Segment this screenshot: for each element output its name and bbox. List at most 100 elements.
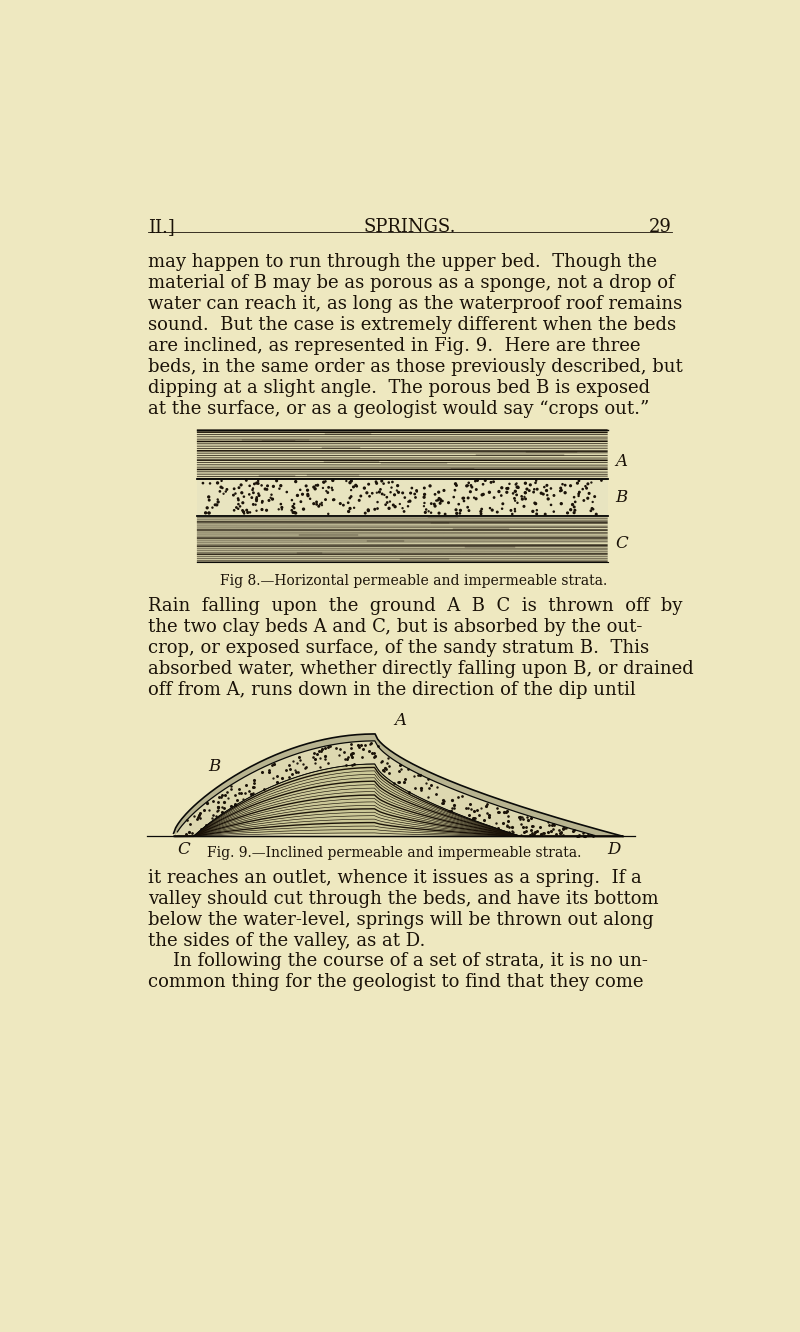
Point xyxy=(422,778,435,799)
Point xyxy=(395,758,408,779)
Point xyxy=(203,489,216,510)
Point xyxy=(218,798,230,819)
Point xyxy=(362,500,374,521)
Point xyxy=(542,822,554,843)
Point xyxy=(431,490,444,511)
Text: off from A, runs down in the direction of the dip until: off from A, runs down in the direction o… xyxy=(148,681,636,699)
Point xyxy=(216,795,229,817)
Point xyxy=(509,501,522,522)
Point xyxy=(288,497,301,518)
Point xyxy=(545,494,558,515)
Point xyxy=(286,502,299,523)
Point xyxy=(516,817,529,838)
Point xyxy=(419,502,432,523)
Point xyxy=(319,746,332,767)
Point xyxy=(249,494,262,515)
Point xyxy=(194,802,206,823)
Point xyxy=(214,481,226,502)
Point xyxy=(462,472,475,493)
Point xyxy=(337,494,350,515)
Point xyxy=(418,496,430,517)
Point xyxy=(446,790,458,811)
Point xyxy=(378,761,390,782)
Text: the two clay beds A and C, but is absorbed by the out-: the two clay beds A and C, but is absorb… xyxy=(148,618,642,635)
Point xyxy=(454,502,466,523)
Point xyxy=(314,741,327,762)
Point xyxy=(464,481,477,502)
Point xyxy=(250,486,263,507)
Point xyxy=(506,817,518,838)
Point xyxy=(392,771,405,793)
Point xyxy=(525,807,538,829)
Point xyxy=(211,489,224,510)
Point xyxy=(378,758,391,779)
Point xyxy=(557,825,570,846)
Point xyxy=(286,496,299,517)
Text: A: A xyxy=(394,711,406,729)
Point xyxy=(318,472,330,493)
Point xyxy=(510,473,523,494)
Point xyxy=(212,791,225,813)
Point xyxy=(498,801,510,822)
Point xyxy=(425,502,438,523)
Point xyxy=(212,797,225,818)
Point xyxy=(586,498,599,519)
Point xyxy=(344,745,357,766)
Point xyxy=(288,502,301,523)
Text: may happen to run through the upper bed.  Though the: may happen to run through the upper bed.… xyxy=(148,253,657,270)
Point xyxy=(558,474,571,496)
Point xyxy=(486,500,498,521)
Point xyxy=(246,783,258,805)
Point xyxy=(363,733,376,754)
Point xyxy=(234,474,247,496)
Point xyxy=(535,482,548,503)
Point xyxy=(576,478,589,500)
Point xyxy=(302,485,314,506)
Point xyxy=(502,810,514,831)
Text: Fig 8.—Horizontal permeable and impermeable strata.: Fig 8.—Horizontal permeable and impermea… xyxy=(220,574,607,587)
Point xyxy=(566,821,579,842)
Point xyxy=(499,802,512,823)
Point xyxy=(212,799,225,821)
Point xyxy=(345,486,358,507)
Point xyxy=(458,488,470,509)
Point xyxy=(291,762,304,783)
Point xyxy=(512,477,525,498)
Point xyxy=(230,497,243,518)
Point xyxy=(496,498,509,519)
Point xyxy=(554,823,566,844)
Point xyxy=(474,501,487,522)
Point xyxy=(210,801,223,822)
Point xyxy=(462,488,474,509)
Text: beds, in the same order as those previously described, but: beds, in the same order as those previou… xyxy=(148,358,682,376)
Point xyxy=(297,498,310,519)
Point xyxy=(379,494,392,515)
Point xyxy=(502,817,515,838)
Point xyxy=(546,818,559,839)
Point xyxy=(308,743,321,765)
Point xyxy=(568,497,581,518)
Point xyxy=(286,500,298,521)
Point xyxy=(256,762,269,783)
Point xyxy=(217,484,230,505)
Point xyxy=(246,480,259,501)
Point xyxy=(309,753,322,774)
Point xyxy=(256,492,269,513)
Point xyxy=(255,474,268,496)
Point xyxy=(370,482,383,503)
Point xyxy=(534,823,547,844)
Point xyxy=(389,496,402,517)
Point xyxy=(418,493,431,514)
Polygon shape xyxy=(174,734,623,836)
Point xyxy=(247,494,260,515)
Point xyxy=(363,486,376,507)
Point xyxy=(528,493,541,514)
Point xyxy=(572,485,585,506)
Point xyxy=(230,790,243,811)
Point xyxy=(523,480,536,501)
Point xyxy=(365,733,378,754)
Point xyxy=(568,486,581,507)
Point xyxy=(363,739,376,761)
Point xyxy=(586,498,598,519)
Text: B: B xyxy=(209,758,221,775)
